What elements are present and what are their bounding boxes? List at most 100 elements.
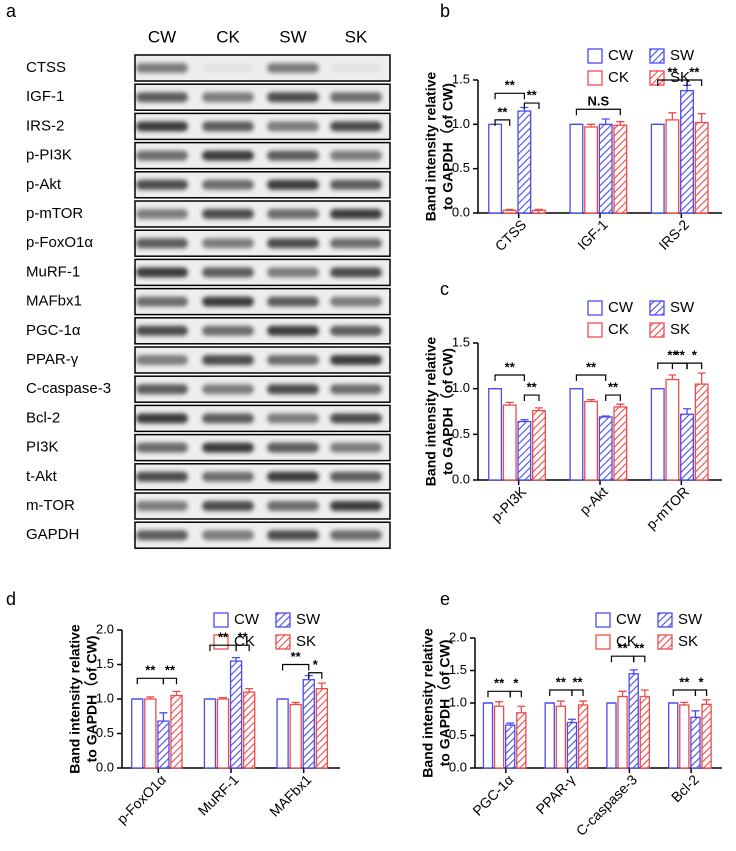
x-tick-label: C-caspase-3 [573,771,641,839]
bar [694,383,709,481]
error-bar [579,700,588,705]
legend-swatch [587,70,603,86]
significance-label: ** [238,630,249,645]
significance-bracket [571,689,584,696]
blot-band [330,413,382,424]
protein-label: MAFbx1 [26,293,82,310]
blot-band [330,442,382,453]
protein-label: C-caspase-3 [26,380,111,397]
blot-band [202,384,254,395]
error-bar [683,408,692,415]
error-bar [691,710,700,718]
significance-label: ** [586,359,597,374]
significance-bracket [523,102,540,110]
blot-band [267,267,319,278]
error-bar [517,705,526,713]
x-tick-label: IGF-1 [574,216,611,253]
error-bar [172,690,181,696]
blot-band [267,501,319,511]
blot-band [202,267,254,278]
error-bar [601,415,610,417]
blot-band [136,296,188,307]
blot-band [136,63,188,73]
blot-band [267,238,319,249]
significance-label: * [313,657,319,672]
bar [315,688,329,769]
bar [482,702,494,769]
significance-bracket [281,663,310,671]
significance-bracket [136,677,165,685]
y-axis-label: Band intensity relative [423,337,439,487]
x-tick-label: MuRF-1 [195,771,242,818]
error-bar [618,690,627,697]
significance-label: * [698,674,704,689]
bar [170,694,183,769]
significance-bracket [494,92,525,100]
significance-bracket [686,362,703,370]
panel-label: b [440,1,450,21]
error-bar [668,112,677,120]
y-tick-label: 0.5 [449,727,467,742]
error-bar [495,701,504,707]
legend-label: SK [670,69,690,86]
protein-label: IRS-2 [26,117,64,134]
significance-label: ** [218,630,229,645]
blot-band [330,325,382,336]
legend-label: CW [234,611,260,628]
significance-bracket [686,79,703,86]
bar [203,698,217,769]
significance-label: ** [527,87,538,102]
bar [517,420,532,481]
x-tick-label: p-Akt [576,483,610,517]
bar [577,704,589,769]
lane-label: SK [345,27,368,46]
error-bar [146,696,155,699]
blot-band [330,296,382,307]
panel-label: c [440,279,449,299]
error-bar [702,699,711,705]
significance-label: ** [689,64,700,79]
y-axis-label: to GAPDH（of CW) [437,640,453,767]
significance-bracket [610,655,635,663]
legend-label: CK [608,69,629,86]
error-bar [232,656,241,662]
bar [668,702,679,769]
y-axis-label: Band intensity relative [423,72,439,222]
bar [229,660,243,769]
significance-label: ** [667,64,678,79]
blot-band [267,209,319,219]
blot-band [136,442,188,453]
error-bar [567,718,576,723]
blot-band [330,530,382,541]
bar [488,388,503,481]
blot-band [267,92,319,103]
error-bar [683,84,692,91]
y-tick-label: 1.0 [96,690,114,705]
bar [613,124,628,214]
bar [516,712,527,769]
blot-band [202,238,254,249]
x-tick-label: IRS-2 [655,216,692,253]
blot-band [136,179,188,190]
y-tick-label: 0.0 [452,471,470,486]
legend-swatch [649,322,665,338]
blot-band [267,63,319,73]
blot-band [202,530,254,541]
bar [694,121,709,214]
y-tick-label: 2.0 [96,621,114,636]
blot-band [330,209,382,219]
bar [517,110,532,214]
error-bar [291,701,300,705]
bar [216,698,230,769]
bar [639,695,651,769]
blot-band [202,209,254,219]
error-bar [506,722,515,726]
blot-band [267,179,319,190]
legend-label: SW [670,299,695,316]
protein-label: t-Akt [26,468,58,485]
y-tick-label: 0.0 [452,204,470,219]
bar [650,388,665,481]
protein-label: PGC-1α [26,322,81,339]
error-bar [616,403,625,407]
blot-band [136,413,188,424]
